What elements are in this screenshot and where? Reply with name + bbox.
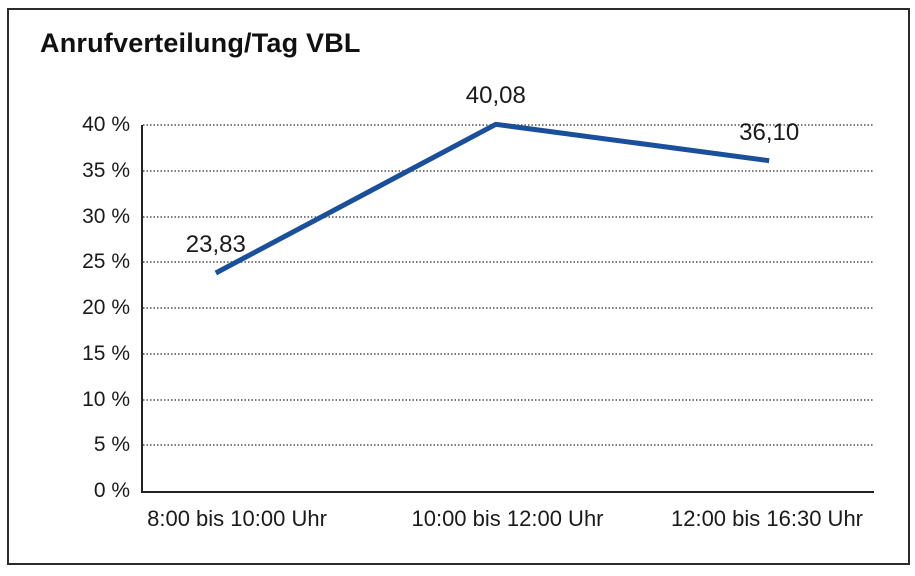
y-tick-label: 20 %: [82, 296, 130, 319]
x-category-label: 10:00 bis 12:00 Uhr: [411, 506, 604, 531]
y-tick-label: 5 %: [93, 433, 130, 457]
y-tick-label: 25 %: [82, 250, 130, 274]
chart-border-frame: [7, 8, 910, 565]
y-axis-line: [141, 125, 143, 493]
y-tick-label: 15 %: [82, 341, 130, 365]
y-tick-label: 10 %: [82, 387, 130, 411]
x-category-label: 12:00 bis 16:30 Uhr: [670, 506, 864, 531]
x-category-label: 8:00 bis 10:00 Uhr: [147, 506, 327, 531]
gridline: [143, 398, 873, 401]
y-tick-label: 40 %: [82, 113, 130, 136]
data-point-label: 40,08: [465, 82, 526, 110]
gridline: [143, 307, 873, 309]
gridline: [143, 169, 873, 172]
gridline: [143, 444, 873, 447]
gridline: [143, 352, 873, 355]
y-tick-label: 35 %: [82, 158, 130, 182]
y-tick-label: 0 %: [93, 479, 130, 502]
chart-title: Anrufverteilung/Tag VBL: [40, 28, 361, 58]
gridline: [143, 261, 873, 264]
y-tick-label: 30 %: [82, 204, 130, 228]
gridline: [143, 215, 873, 218]
x-axis-baseline: [141, 491, 874, 493]
data-point-label: 23,83: [185, 230, 246, 258]
data-point-label: 36,10: [739, 118, 800, 146]
